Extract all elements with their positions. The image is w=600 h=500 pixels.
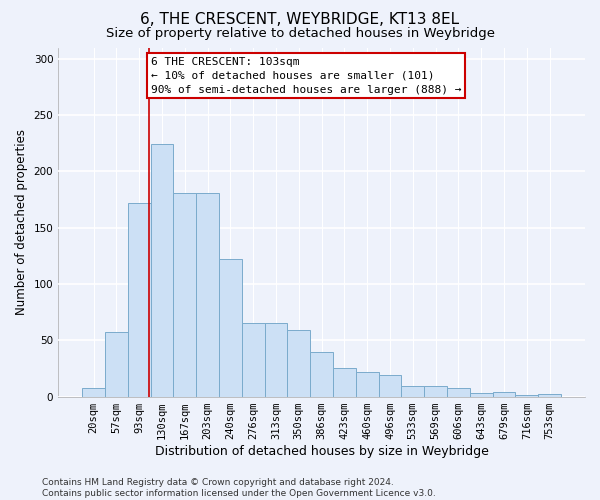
Text: 6, THE CRESCENT, WEYBRIDGE, KT13 8EL: 6, THE CRESCENT, WEYBRIDGE, KT13 8EL	[140, 12, 460, 28]
Bar	[470, 393, 493, 396]
Bar	[196, 193, 219, 396]
Bar	[538, 394, 561, 396]
Bar	[287, 330, 310, 396]
Text: Size of property relative to detached houses in Weybridge: Size of property relative to detached ho…	[106, 28, 494, 40]
Bar	[356, 372, 379, 396]
Bar	[265, 324, 287, 396]
Y-axis label: Number of detached properties: Number of detached properties	[15, 129, 28, 315]
Bar	[219, 259, 242, 396]
Bar	[242, 324, 265, 396]
Bar	[447, 388, 470, 396]
Bar	[493, 392, 515, 396]
Bar	[151, 144, 173, 396]
Bar	[401, 386, 424, 396]
Bar	[105, 332, 128, 396]
Text: Contains HM Land Registry data © Crown copyright and database right 2024.
Contai: Contains HM Land Registry data © Crown c…	[42, 478, 436, 498]
Bar	[379, 375, 401, 396]
Text: 6 THE CRESCENT: 103sqm
← 10% of detached houses are smaller (101)
90% of semi-de: 6 THE CRESCENT: 103sqm ← 10% of detached…	[151, 56, 461, 94]
Bar	[128, 203, 151, 396]
Bar	[424, 386, 447, 396]
Bar	[82, 388, 105, 396]
X-axis label: Distribution of detached houses by size in Weybridge: Distribution of detached houses by size …	[155, 444, 488, 458]
Bar	[173, 193, 196, 396]
Bar	[310, 352, 333, 397]
Bar	[333, 368, 356, 396]
